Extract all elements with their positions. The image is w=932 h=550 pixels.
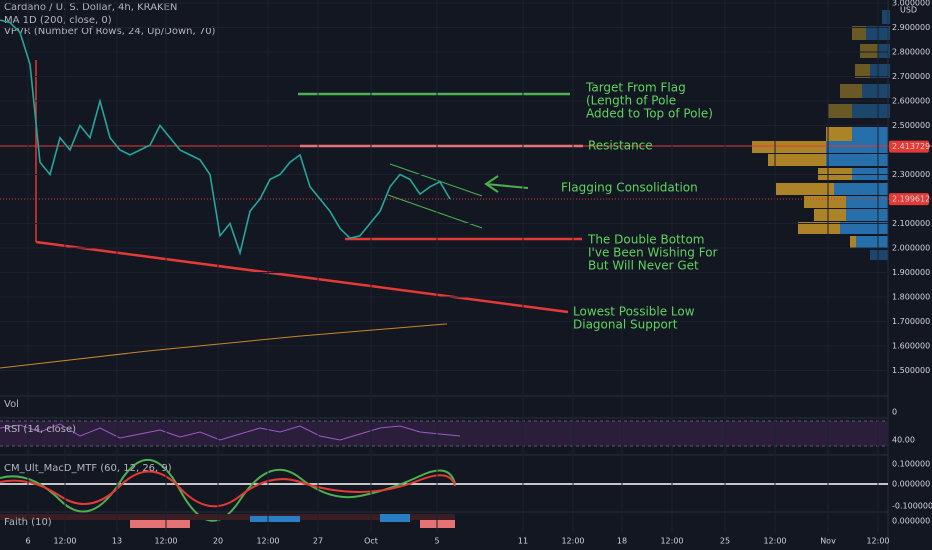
pane-tick: -0.100000 <box>892 502 932 511</box>
price-tag-label: 2.199612 <box>892 195 930 204</box>
y-tick-label: 1.900000 <box>892 268 930 277</box>
x-tick-label: 12:00 <box>154 537 177 546</box>
y-tick-label: 2.600000 <box>892 97 930 106</box>
x-tick-label: Oct <box>364 537 378 546</box>
diagonal-support <box>35 240 569 314</box>
rsi-band <box>0 421 888 446</box>
pane-title: Faith (10) <box>4 517 52 528</box>
annotation: Flagging Consolidation <box>561 181 698 195</box>
x-tick-label: 11 <box>518 537 528 546</box>
price-line <box>0 19 451 256</box>
pane-tick: 0.100000 <box>892 460 930 469</box>
y-tick-label: 2.100000 <box>892 219 930 228</box>
x-tick-label: 27 <box>313 537 323 546</box>
y-tick-label: 3.000000 <box>892 0 930 8</box>
rsi-line <box>0 423 461 441</box>
ma-line <box>0 323 448 369</box>
x-tick-label: 25 <box>720 537 730 546</box>
pane-title: CM_Ult_MacD_MTF (60, 12, 26, 9) <box>4 463 172 474</box>
x-tick-label: 12:00 <box>256 537 279 546</box>
title: Cardano / U. S. Dollar, 4h, KRAKEN <box>4 2 177 13</box>
x-tick-label: 13 <box>112 537 122 546</box>
annotation: Resistance <box>588 139 653 153</box>
annotation: Added to Top of Pole) <box>586 107 713 121</box>
arrow <box>484 175 529 193</box>
y-tick-label: 1.700000 <box>892 317 930 326</box>
annotation: Lowest Possible Low <box>573 305 695 319</box>
y-tick-label: 1.800000 <box>892 293 930 302</box>
y-tick-label: 2.000000 <box>892 244 930 253</box>
x-tick-label: 12:00 <box>660 537 683 546</box>
volume-profile <box>752 10 890 260</box>
annotation: (Length of Pole <box>586 94 676 108</box>
y-tick-label: 2.800000 <box>892 48 930 57</box>
y-tick-label: 2.500000 <box>892 121 930 130</box>
currency: USD <box>900 6 917 15</box>
flag-lower <box>387 194 483 229</box>
x-tick-label: 12:00 <box>561 537 584 546</box>
price-tag <box>889 140 929 153</box>
annotation: The Double Bottom <box>587 233 704 247</box>
flag-upper <box>389 163 483 197</box>
pane-tick: 0.000000 <box>892 480 930 489</box>
x-tick-label: 12:00 <box>53 537 76 546</box>
y-tick-label: 2.700000 <box>892 72 930 81</box>
x-tick-label: 6 <box>25 537 30 546</box>
price-tag-label: 2.413729 <box>892 142 930 151</box>
pane-title: Vol <box>4 399 19 410</box>
annotation: Target From Flag <box>585 81 686 95</box>
x-tick-label: 12:00 <box>866 537 889 546</box>
annotation: I've Been Wishing For <box>588 246 718 260</box>
x-tick-label: 20 <box>213 537 223 546</box>
y-tick-label: 1.600000 <box>892 342 930 351</box>
indicator-label: MA 1D (200, close, 0) <box>4 15 112 26</box>
annotation: Diagonal Support <box>573 318 678 332</box>
x-tick-label: Nov <box>820 537 836 546</box>
y-tick-label: 1.500000 <box>892 366 930 375</box>
price-tag <box>889 193 929 206</box>
pane-tick: 0 <box>892 408 897 417</box>
pane-tick: 40.00 <box>892 436 915 445</box>
x-tick-label: 5 <box>434 537 439 546</box>
annotation: But Will Never Get <box>588 259 699 273</box>
x-tick-label: 18 <box>617 537 627 546</box>
x-tick-label: 12:00 <box>763 537 786 546</box>
pane-title: RSI (14, close) <box>4 424 76 435</box>
indicator-label: VPVR (Number Of Rows, 24, Up/Down, 70) <box>4 26 216 37</box>
signal-line <box>0 470 456 508</box>
y-tick-label: 2.900000 <box>892 23 930 32</box>
y-tick-label: 2.300000 <box>892 170 930 179</box>
pane-tick: 0.000000 <box>892 517 930 526</box>
